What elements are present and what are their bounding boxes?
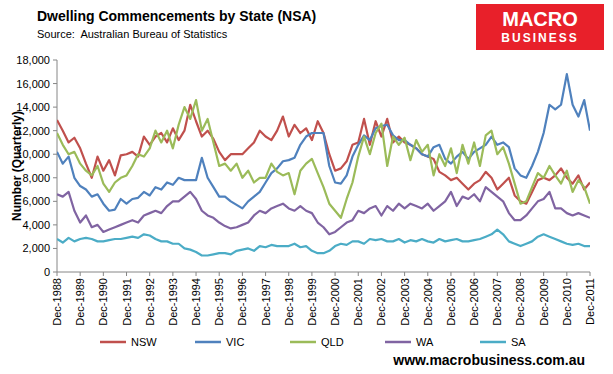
x-tick-label: Dec-1993	[167, 278, 179, 326]
x-tick	[219, 272, 220, 276]
x-tick-label: Dec-1995	[213, 278, 225, 326]
x-tick	[149, 272, 150, 276]
x-tick-label: Dec-2001	[352, 278, 364, 326]
x-tick	[381, 272, 382, 276]
y-tick	[53, 130, 57, 131]
x-tick	[57, 272, 58, 276]
logo-box	[476, 4, 604, 50]
y-tick	[53, 248, 57, 249]
x-tick-label: Dec-1988	[51, 278, 63, 326]
x-tick-label: Dec-2000	[329, 278, 341, 326]
x-tick-label: Dec-2006	[468, 278, 480, 326]
y-tick-label: 14,000	[16, 101, 50, 113]
x-tick	[427, 272, 428, 276]
y-tick-label: 2,000	[22, 242, 50, 254]
x-tick-label: Dec-1998	[283, 278, 295, 326]
y-tick	[53, 201, 57, 202]
legend-swatch	[385, 341, 411, 344]
x-tick-label: Dec-1991	[121, 278, 133, 326]
x-tick	[288, 272, 289, 276]
x-tick-label: Dec-1994	[190, 278, 202, 326]
x-tick-label: Dec-1989	[74, 278, 86, 326]
x-tick	[126, 272, 127, 276]
y-tick-label: 16,000	[16, 78, 50, 90]
legend-swatch	[195, 341, 221, 344]
x-tick	[474, 272, 475, 276]
x-tick-label: Dec-1999	[306, 278, 318, 326]
x-tick	[242, 272, 243, 276]
x-tick-label: Dec-2010	[561, 278, 573, 326]
y-tick	[53, 83, 57, 84]
x-tick	[196, 272, 197, 276]
plot-area	[57, 74, 590, 255]
legend-swatch	[100, 341, 126, 344]
x-tick-label: Dec-1997	[260, 278, 272, 326]
x-tick-label: Dec-2008	[514, 278, 526, 326]
y-tick-label: 10,000	[16, 148, 50, 160]
y-tick	[53, 60, 57, 61]
y-tick	[53, 272, 57, 273]
y-tick	[53, 107, 57, 108]
y-tick-label: 18,000	[16, 54, 50, 66]
x-tick-label: Dec-2009	[538, 278, 550, 326]
x-tick-label: Dec-2005	[445, 278, 457, 326]
series-line	[57, 100, 590, 218]
logo-text: BUSINESS	[501, 31, 578, 45]
x-tick	[172, 272, 173, 276]
x-tick	[590, 272, 591, 276]
legend-label: QLD	[321, 336, 344, 348]
x-tick-label: Dec-1990	[97, 278, 109, 326]
y-tick	[53, 154, 57, 155]
logo-text: MACRO	[502, 8, 578, 30]
legend-swatch	[290, 341, 316, 344]
x-tick-label: Dec-2004	[422, 278, 434, 326]
y-tick-label: 8,000	[22, 172, 50, 184]
x-tick	[103, 272, 104, 276]
chart: Dwelling Commencements by State (NSA) Sou…	[0, 0, 613, 374]
x-tick-label: Dec-2011	[584, 278, 596, 325]
x-tick	[497, 272, 498, 276]
legend-label: WA	[416, 336, 434, 348]
legend-label: SA	[511, 336, 526, 348]
subtitle: Source: Australian Bureau of Statistics	[37, 28, 228, 40]
series-line	[57, 230, 590, 256]
x-tick	[404, 272, 405, 276]
title: Dwelling Commencements by State (NSA)	[37, 8, 316, 24]
x-tick	[450, 272, 451, 276]
legend-swatch	[480, 341, 506, 344]
y-tick-label: 4,000	[22, 219, 50, 231]
x-tick	[265, 272, 266, 276]
x-tick-label: Dec-2007	[491, 278, 503, 326]
x-tick-label: Dec-2002	[375, 278, 387, 326]
series-line	[57, 187, 590, 234]
y-tick	[53, 224, 57, 225]
footer-url: www.macrobusiness.com.au	[392, 352, 585, 368]
legend-label: NSW	[131, 336, 157, 348]
x-tick	[311, 272, 312, 276]
background	[0, 0, 613, 374]
x-tick-label: Dec-1992	[144, 278, 156, 326]
x-tick	[520, 272, 521, 276]
y-tick-label: 0	[44, 266, 50, 278]
x-tick-label: Dec-1996	[236, 278, 248, 326]
legend-label: VIC	[226, 336, 244, 348]
x-tick-label: Dec-2003	[399, 278, 411, 326]
y-tick-label: 6,000	[22, 195, 50, 207]
x-tick	[358, 272, 359, 276]
y-tick-label: 12,000	[16, 125, 50, 137]
y-tick	[53, 177, 57, 178]
x-tick	[543, 272, 544, 276]
x-axis	[57, 272, 590, 273]
x-tick	[335, 272, 336, 276]
x-tick	[80, 272, 81, 276]
x-tick	[566, 272, 567, 276]
